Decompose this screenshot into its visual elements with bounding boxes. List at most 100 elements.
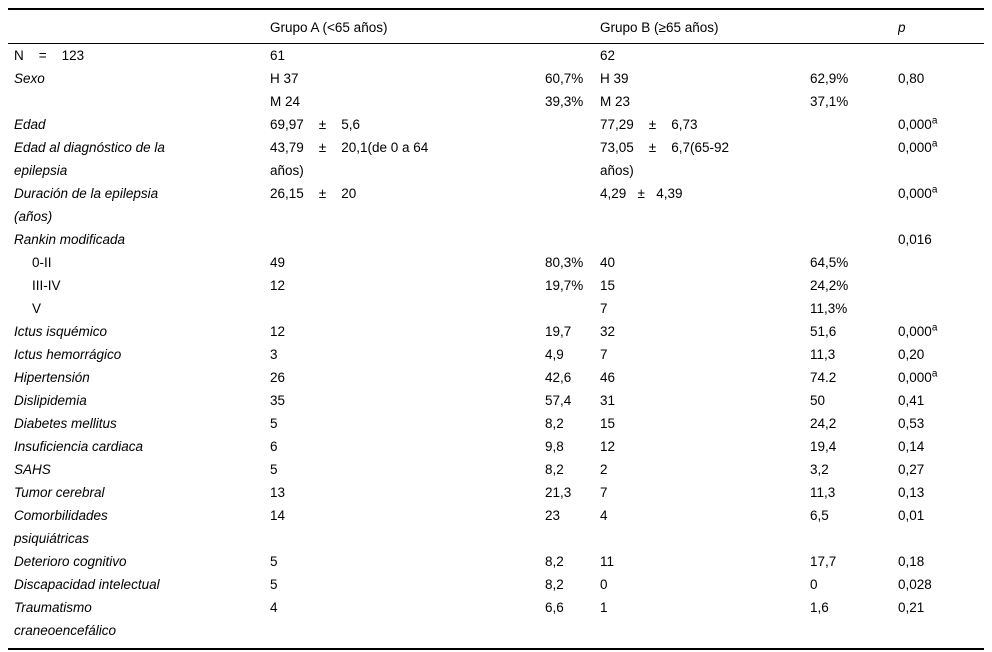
cell-group-a-percent: 9,8 [545, 439, 564, 454]
row-label: Edad al diagnóstico de la epilepsia [14, 140, 165, 178]
cell-p-value [898, 297, 984, 320]
cell-group-a-percent: 42,6 [545, 370, 572, 385]
header-group-a: Grupo A (<65 años) [270, 10, 601, 44]
table-header-row: Grupo A (<65 años) Grupo B (≥65 años) p [8, 10, 985, 44]
cell-group-a-value: 43,79 ± 20,1(de 0 a 64 años) [270, 140, 429, 178]
cell-group-b-value: 11 [600, 554, 615, 569]
table-row: Insuficiencia cardiaca 6 9,8 12 19,4 0,1… [8, 435, 984, 458]
row-label: Ictus hemorrágico [14, 347, 122, 362]
cell-group-b-percent: 11,3 [810, 347, 836, 362]
cell-p-value: 0,000a [898, 138, 938, 155]
cell-group-a-percent: 8,2 [545, 577, 564, 592]
table-row: Deterioro cognitivo 5 8,2 11 17,7 0,18 [8, 550, 984, 573]
results-table: Grupo A (<65 años) Grupo B (≥65 años) p … [8, 10, 985, 642]
cell-group-b-percent [810, 44, 898, 68]
table-row: Traumatismo craneoencefálico 4 6,6 1 1,6… [8, 596, 984, 642]
cell-group-b-percent [810, 182, 898, 228]
cell-group-b-percent [810, 136, 898, 182]
table-row: Ictus isquémico 12 19,7 32 51,6 0,000a [8, 320, 984, 343]
table-row: Edad al diagnóstico de la epilepsia 43,7… [8, 136, 984, 182]
row-label: Duración de la epilepsia (años) [14, 186, 159, 224]
row-label: Diabetes mellitus [14, 416, 117, 431]
row-label: Sexo [14, 71, 45, 86]
cell-group-a-value: 69,97 ± 5,6 [270, 117, 360, 132]
table-row: V 7 11,3% [8, 297, 984, 320]
cell-p-value [898, 90, 984, 113]
header-empty-cell [8, 10, 270, 44]
table-row: Dislipidemia 35 57,4 31 50 0,41 [8, 389, 984, 412]
cell-group-b-value: 31 [600, 393, 616, 408]
cell-group-b-percent: 0 [810, 577, 818, 592]
row-label: Edad [14, 117, 46, 132]
cell-group-a-percent: 80,3% [545, 255, 584, 270]
cell-group-b-value: 0 [600, 577, 608, 592]
cell-p-value: 0,000a [898, 115, 938, 132]
cell-group-a-value: 5 [270, 462, 278, 477]
cell-group-b-percent: 74.2 [810, 370, 837, 385]
cell-group-a-percent: 8,2 [545, 554, 564, 569]
cell-group-b-value: 7 [600, 485, 608, 500]
row-label: Comorbilidades psiquiátricas [14, 508, 108, 546]
header-p-value: p [898, 10, 985, 44]
row-label: N = 123 [14, 48, 85, 63]
cell-group-b-value: 15 [600, 416, 616, 431]
cell-group-b-value: 62 [600, 48, 616, 63]
cell-p-value: 0,13 [898, 485, 925, 500]
cell-p-value: 0,18 [898, 554, 925, 569]
cell-group-b-value: 2 [600, 462, 608, 477]
cell-group-b-percent: 19,4 [810, 439, 837, 454]
cell-group-a-percent: 19,7% [545, 278, 584, 293]
row-label: 0-II [32, 255, 52, 270]
cell-group-a-percent [545, 297, 600, 320]
row-label: Tumor cerebral [14, 485, 105, 500]
cell-group-a-percent: 39,3% [545, 94, 584, 109]
cell-group-a-percent: 60,7% [545, 71, 584, 86]
cell-group-b-value: 7 [600, 347, 608, 362]
cell-group-b-percent: 64,5% [810, 255, 849, 270]
cell-p-value: 0,41 [898, 393, 925, 408]
cell-p-value: 0,53 [898, 416, 925, 431]
cell-group-b-percent: 24,2% [810, 278, 849, 293]
cell-group-a-value: 12 [270, 324, 286, 339]
row-label: Dislipidemia [14, 393, 87, 408]
table-row: Comorbilidades psiquiátricas 14 23 4 6,5… [8, 504, 984, 550]
cell-group-a-percent: 8,2 [545, 416, 564, 431]
row-label: Insuficiencia cardiaca [14, 439, 144, 454]
table-row: Tumor cerebral 13 21,3 7 11,3 0,13 [8, 481, 984, 504]
cell-group-b-value: 15 [600, 278, 616, 293]
cell-group-a-value: 61 [270, 48, 286, 63]
p-value-footnote-marker: a [931, 115, 938, 127]
cell-group-a-percent: 21,3 [545, 485, 572, 500]
p-value-footnote-marker: a [931, 368, 938, 380]
cell-group-a-percent [545, 44, 600, 68]
cell-group-b-value: 4 [600, 508, 608, 523]
row-label: V [32, 301, 42, 316]
table-row: Discapacidad intelectual 5 8,2 0 0 0,028 [8, 573, 984, 596]
cell-p-value: 0,21 [898, 600, 925, 615]
cell-p-value [898, 44, 984, 68]
cell-group-b-value: 46 [600, 370, 616, 385]
cell-group-b-value: 40 [600, 255, 616, 270]
table-row: SAHS 5 8,2 2 3,2 0,27 [8, 458, 984, 481]
row-label: Discapacidad intelectual [14, 577, 160, 592]
cell-p-value: 0,000a [898, 184, 938, 201]
cell-group-b-value: 7 [600, 301, 608, 316]
cell-group-b-percent: 11,3% [810, 301, 848, 316]
cell-p-value: 0,01 [898, 508, 925, 523]
cell-group-a-value: 4 [270, 600, 278, 615]
cell-p-value: 0,028 [898, 577, 932, 592]
row-label: III-IV [32, 278, 61, 293]
cell-group-a-percent: 57,4 [545, 393, 572, 408]
cell-p-value: 0,000a [898, 368, 938, 385]
cell-p-value [898, 251, 984, 274]
header-group-b: Grupo B (≥65 años) [600, 10, 899, 44]
table-row: Diabetes mellitus 5 8,2 15 24,2 0,53 [8, 412, 984, 435]
cell-group-a-percent: 19,7 [545, 324, 572, 339]
cell-group-a-percent: 23 [545, 508, 561, 523]
table-row: Ictus hemorrágico 3 4,9 7 11,3 0,20 [8, 343, 984, 366]
cell-group-a-value: 13 [270, 485, 286, 500]
cell-group-b-percent: 3,2 [810, 462, 829, 477]
cell-group-a-value: 12 [270, 278, 286, 293]
cell-group-a-value [270, 228, 545, 251]
clinical-comparison-table: Grupo A (<65 años) Grupo B (≥65 años) p … [8, 8, 985, 650]
